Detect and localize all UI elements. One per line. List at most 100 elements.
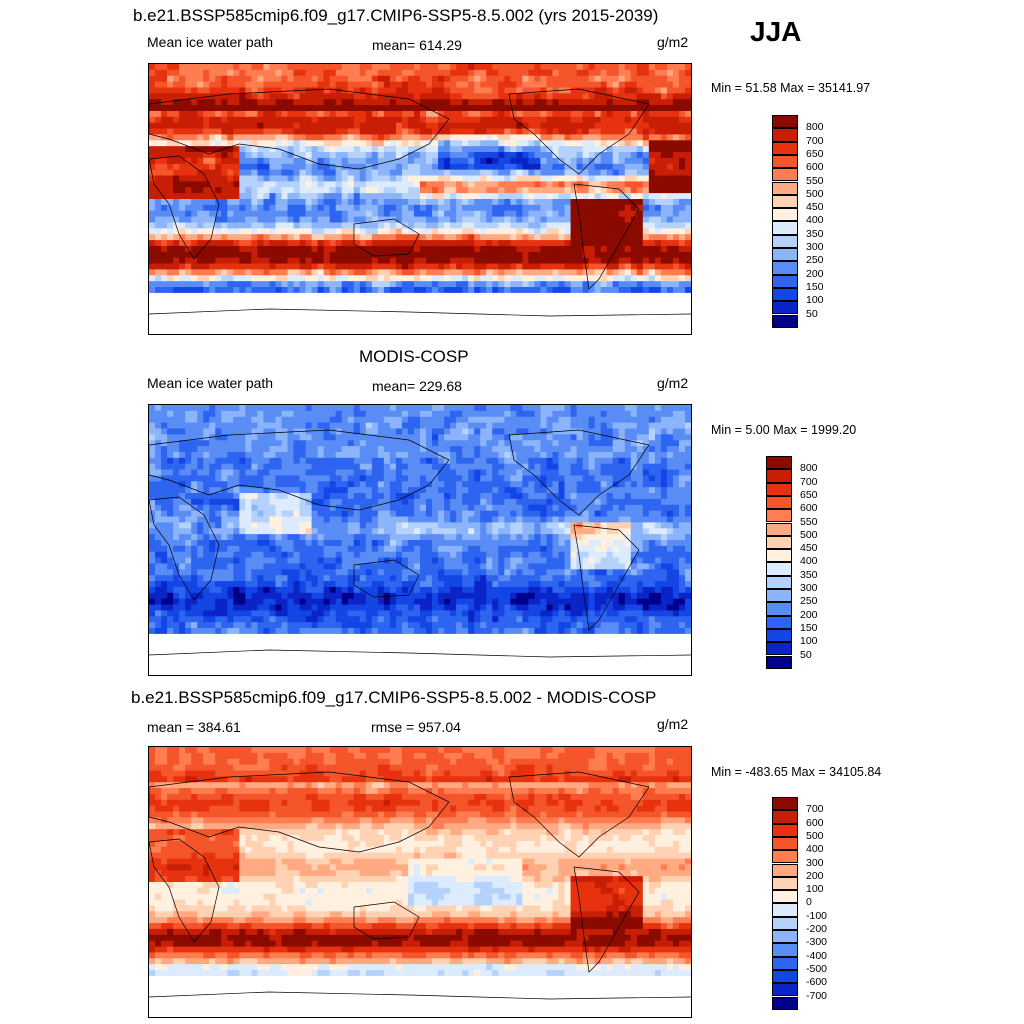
colorbar-tick-label: 450 — [806, 201, 824, 214]
colorbar-swatch — [772, 181, 798, 195]
colorbar-swatch — [772, 301, 798, 315]
colorbar-tick-label: 100 — [800, 635, 818, 648]
colorbar-tick-label: 600 — [800, 502, 818, 515]
colorbar-tick-label: -700 — [806, 989, 828, 1002]
colorbar-swatch — [772, 141, 798, 155]
colorbar-swatch — [772, 234, 798, 248]
coastline — [573, 866, 640, 973]
colorbar-tick-label: 250 — [806, 254, 824, 267]
colorbar-swatch — [772, 248, 798, 262]
colorbar-tick-label: 200 — [806, 869, 824, 882]
panel-obs-colorbar: 800 700 650 600 550 500 450 400 350 300 250 200 150 1… — [766, 456, 836, 671]
colorbar-tick-label: -200 — [806, 923, 828, 935]
colorbar-swatch — [772, 221, 798, 235]
coastline — [149, 155, 220, 260]
colorbar-swatch — [766, 575, 792, 589]
colorbar-tick-label: 450 — [800, 542, 818, 555]
colorbar-swatch — [766, 482, 792, 496]
colorbar-tick-label: 800 — [800, 462, 818, 475]
colorbar-swatch — [772, 890, 798, 904]
colorbar-tick-label: 500 — [800, 528, 818, 541]
coastline — [508, 88, 650, 175]
colorbar-tick-label: 350 — [806, 227, 824, 240]
coastline — [149, 308, 691, 317]
coastline — [149, 496, 220, 601]
coastline — [573, 183, 640, 290]
colorbar-tick-label: -500 — [806, 962, 828, 975]
colorbar-swatch — [766, 615, 792, 629]
colorbar-tick-label: 550 — [806, 174, 824, 187]
colorbar-swatch — [766, 456, 792, 470]
panel-obs-map — [148, 404, 692, 676]
map-field — [149, 747, 691, 1017]
panel-model-mean: mean= 614.29 — [372, 37, 462, 53]
colorbar-swatch — [772, 208, 798, 222]
panel-diff-minmax: Min = -483.65 Max = 34105.84 — [711, 765, 882, 779]
colorbar-tick-label: 50 — [800, 648, 812, 661]
colorbar-tick-label: 400 — [800, 555, 818, 568]
colorbar-swatch — [766, 522, 792, 536]
colorbar-tick-label: 350 — [800, 568, 818, 581]
panel-diff-rmse: rmse = 957.04 — [371, 719, 461, 735]
panel-model-units: g/m2 — [657, 34, 689, 50]
map-field — [149, 64, 691, 334]
panel-diff-units: g/m2 — [657, 716, 689, 732]
colorbar-swatch — [766, 535, 792, 550]
colorbar-tick-label: 700 — [806, 803, 824, 816]
colorbar-swatch — [772, 128, 798, 142]
colorbar-tick-label: -400 — [806, 949, 828, 962]
panel-model-variable: Mean ice water path — [147, 34, 274, 50]
panel-diff-colorbar: 700 600 500 400 300 200 100 0 -100 -200 -300 -400 -5… — [772, 797, 842, 1012]
panel-obs-variable: Mean ice water path — [147, 375, 274, 391]
colorbar-tick-label: 0 — [806, 896, 812, 909]
colorbar-tick-label: 400 — [806, 214, 824, 227]
colorbar-swatch — [772, 863, 798, 877]
colorbar-swatch — [766, 469, 792, 483]
coastline — [149, 771, 450, 853]
colorbar-swatch — [772, 836, 798, 851]
colorbar-tick-label: -300 — [806, 936, 828, 949]
colorbar-tick-label: 550 — [800, 515, 818, 528]
colorbar-tick-label: -600 — [806, 976, 828, 989]
colorbar-tick-label: 100 — [806, 294, 824, 307]
panel-diff-mean: mean = 384.61 — [147, 719, 241, 735]
colorbar-swatch — [772, 314, 798, 328]
colorbar-swatch — [766, 562, 792, 576]
colorbar-swatch — [766, 655, 792, 669]
colorbar-swatch — [772, 850, 798, 864]
coastline — [508, 771, 650, 858]
panel-model-map — [148, 63, 692, 335]
map-field — [149, 405, 691, 675]
colorbar-tick-label: 600 — [806, 816, 824, 829]
colorbar-swatch — [772, 274, 798, 288]
colorbar-swatch — [766, 628, 792, 643]
coastline — [508, 429, 650, 516]
panel-model-minmax: Min = 51.58 Max = 35141.97 — [711, 81, 871, 95]
coastline — [353, 559, 420, 598]
colorbar-swatch — [772, 115, 798, 129]
colorbar-swatch — [766, 549, 792, 563]
colorbar-tick-label: 650 — [800, 488, 818, 501]
colorbar-swatch — [772, 287, 798, 302]
colorbar-tick-label: 700 — [800, 475, 818, 488]
colorbar-swatch — [772, 983, 798, 997]
colorbar-swatch — [772, 823, 798, 837]
colorbar-tick-label: 400 — [806, 843, 824, 856]
panel-obs-mean: mean= 229.68 — [372, 378, 462, 394]
colorbar-tick-label: 800 — [806, 121, 824, 134]
colorbar-tick-label: 200 — [800, 608, 818, 621]
colorbar-tick-label: 50 — [806, 307, 818, 320]
coastline — [353, 218, 420, 257]
colorbar-swatch — [772, 194, 798, 209]
colorbar-swatch — [772, 956, 798, 970]
colorbar-tick-label: 300 — [806, 241, 824, 253]
coastline — [149, 429, 450, 511]
coastline — [149, 88, 450, 170]
colorbar-swatch — [772, 168, 798, 182]
colorbar-tick-label: 500 — [806, 187, 824, 200]
coastline — [149, 838, 220, 943]
colorbar-swatch — [772, 930, 798, 944]
colorbar-tick-label: 600 — [806, 161, 824, 174]
colorbar-swatch — [772, 943, 798, 957]
colorbar-tick-label: 700 — [806, 134, 824, 147]
